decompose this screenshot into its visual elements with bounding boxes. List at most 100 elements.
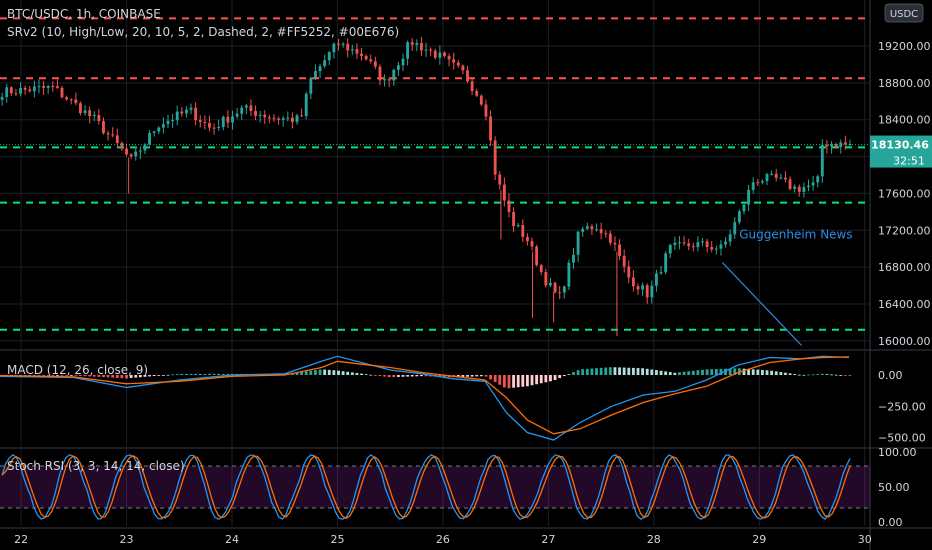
macd-histogram-bar[interactable] — [424, 375, 428, 377]
macd-histogram-bar[interactable] — [724, 368, 727, 375]
macd-histogram-bar[interactable] — [770, 370, 774, 375]
candle-body[interactable] — [267, 117, 271, 119]
macd-histogram-bar[interactable] — [760, 369, 764, 375]
macd-histogram-bar[interactable] — [525, 375, 529, 387]
macd-histogram-bar[interactable] — [79, 375, 82, 376]
macd-histogram-bar[interactable] — [115, 375, 119, 378]
macd-histogram-bar[interactable] — [636, 368, 640, 375]
macd-histogram-bar[interactable] — [314, 370, 317, 375]
candle-body[interactable] — [37, 86, 41, 88]
macd-histogram-bar[interactable] — [157, 375, 161, 376]
candle-body[interactable] — [429, 49, 433, 51]
candle-body[interactable] — [544, 272, 548, 286]
macd-histogram-bar[interactable] — [387, 375, 391, 378]
macd-histogram-bar[interactable] — [820, 373, 824, 375]
macd-histogram-bar[interactable] — [572, 372, 575, 375]
candle-body[interactable] — [650, 285, 654, 298]
macd-histogram-bar[interactable] — [198, 373, 202, 375]
candle-body[interactable] — [484, 104, 488, 117]
candle-body[interactable] — [189, 107, 193, 110]
macd-histogram-bar[interactable] — [608, 367, 612, 375]
candle-body[interactable] — [590, 226, 594, 230]
candle-body[interactable] — [779, 177, 783, 179]
candle-body[interactable] — [373, 61, 377, 67]
candle-body[interactable] — [69, 99, 73, 101]
candle-body[interactable] — [525, 236, 529, 242]
macd-histogram-bar[interactable] — [655, 370, 658, 375]
candle-body[interactable] — [143, 144, 147, 151]
macd-histogram-bar[interactable] — [710, 369, 714, 375]
candle-body[interactable] — [14, 93, 18, 95]
macd-histogram-bar[interactable] — [553, 375, 557, 381]
candle-body[interactable] — [148, 132, 151, 145]
macd-histogram-bar[interactable] — [756, 369, 760, 375]
candle-body[interactable] — [811, 182, 815, 186]
macd-histogram-bar[interactable] — [92, 375, 96, 377]
candle-body[interactable] — [396, 65, 400, 70]
candle-body[interactable] — [719, 244, 723, 249]
macd-histogram-bar[interactable] — [714, 369, 718, 375]
macd-histogram-bar[interactable] — [701, 369, 704, 375]
macd-histogram-bar[interactable] — [807, 374, 810, 376]
macd-histogram-bar[interactable] — [678, 372, 681, 375]
candle-body[interactable] — [470, 81, 474, 92]
macd-histogram-bar[interactable] — [719, 368, 723, 375]
candle-body[interactable] — [263, 114, 267, 118]
candle-body[interactable] — [502, 184, 506, 201]
candle-body[interactable] — [125, 148, 128, 155]
candle-body[interactable] — [60, 87, 64, 98]
candle-body[interactable] — [659, 272, 663, 274]
candle-body[interactable] — [558, 292, 562, 294]
macd-histogram-bar[interactable] — [304, 371, 308, 375]
candle-body[interactable] — [65, 97, 69, 100]
candle-body[interactable] — [254, 110, 257, 116]
stoch-d-line[interactable] — [1, 455, 851, 519]
candle-body[interactable] — [521, 225, 525, 237]
macd-histogram-bar[interactable] — [484, 375, 488, 377]
macd-histogram-bar[interactable] — [834, 374, 838, 376]
macd-histogram-bar[interactable] — [171, 374, 175, 376]
macd-histogram-bar[interactable] — [839, 375, 843, 376]
macd-histogram-bar[interactable] — [373, 375, 377, 376]
macd-histogram-bar[interactable] — [631, 367, 635, 375]
candle-body[interactable] — [585, 226, 589, 229]
candle-body[interactable] — [281, 118, 285, 120]
candle-body[interactable] — [42, 86, 46, 88]
candle-body[interactable] — [341, 43, 345, 45]
candle-body[interactable] — [180, 111, 184, 114]
macd-histogram-bar[interactable] — [475, 375, 479, 377]
macd-histogram-bar[interactable] — [848, 375, 852, 376]
macd-histogram-bar[interactable] — [28, 375, 32, 376]
macd-histogram-bar[interactable] — [502, 375, 506, 388]
candle-body[interactable] — [226, 116, 230, 123]
candle-body[interactable] — [46, 86, 50, 88]
macd-histogram-bar[interactable] — [779, 372, 783, 375]
macd-histogram-bar[interactable] — [443, 375, 446, 377]
macd-histogram-bar[interactable] — [217, 373, 221, 375]
macd-histogram-bar[interactable] — [111, 375, 115, 378]
macd-histogram-bar[interactable] — [208, 373, 211, 375]
macd-histogram-bar[interactable] — [295, 372, 299, 375]
candle-body[interactable] — [290, 117, 294, 122]
macd-histogram-bar[interactable] — [498, 375, 502, 385]
macd-histogram-bar[interactable] — [55, 375, 59, 376]
currency-label[interactable]: USDC — [890, 9, 918, 20]
macd-histogram-bar[interactable] — [51, 375, 55, 376]
candle-body[interactable] — [318, 66, 322, 72]
candle-body[interactable] — [774, 173, 778, 178]
macd-histogram-bar[interactable] — [788, 373, 792, 375]
candle-body[interactable] — [618, 244, 621, 256]
candle-body[interactable] — [443, 52, 446, 57]
candle-body[interactable] — [691, 246, 695, 248]
candle-body[interactable] — [696, 242, 700, 248]
candle-body[interactable] — [733, 222, 737, 235]
candle-body[interactable] — [802, 187, 806, 192]
macd-histogram-bar[interactable] — [88, 375, 92, 377]
candle-body[interactable] — [157, 127, 161, 132]
macd-histogram-bar[interactable] — [102, 375, 105, 378]
macd-line[interactable] — [0, 355, 849, 441]
candle-body[interactable] — [129, 154, 133, 157]
candle-body[interactable] — [751, 182, 755, 190]
candle-body[interactable] — [687, 243, 691, 247]
macd-histogram-bar[interactable] — [576, 370, 580, 375]
